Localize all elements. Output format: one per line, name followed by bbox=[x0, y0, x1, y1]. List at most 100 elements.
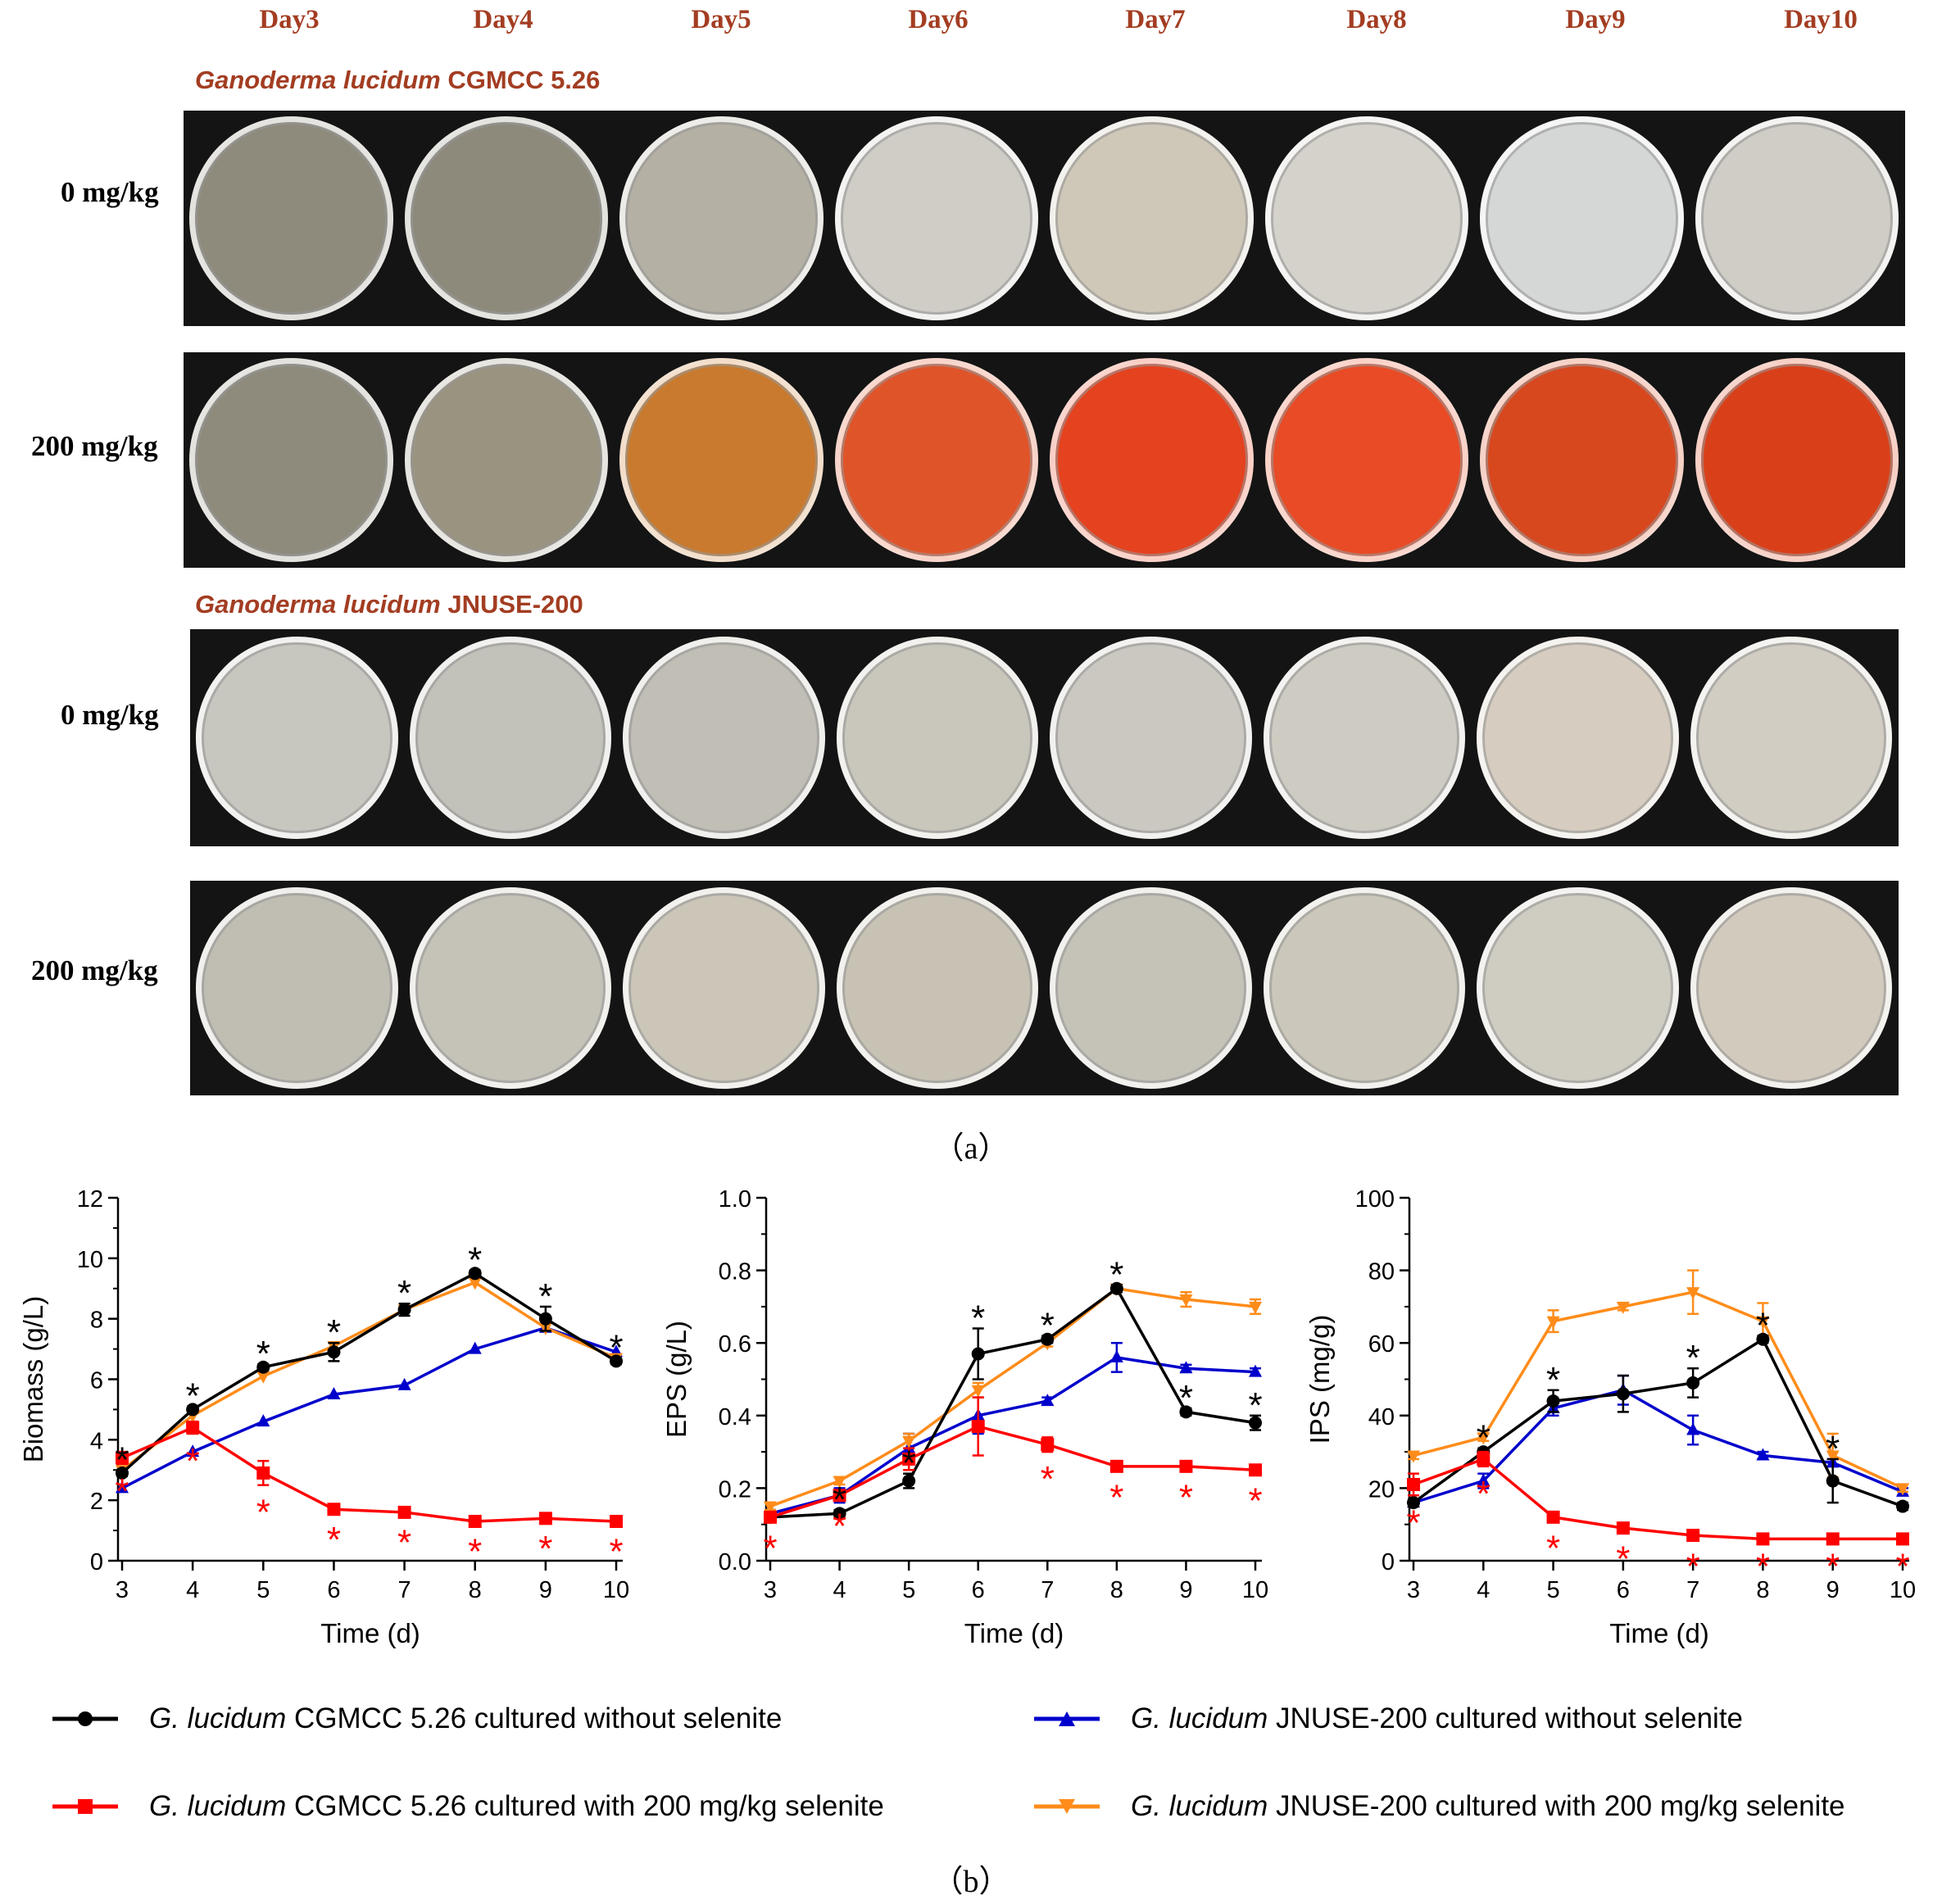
dish-tile-cgmcc_0-day8 bbox=[1259, 111, 1475, 326]
data-point-jnuse_0 bbox=[186, 1444, 200, 1457]
series-line-jnuse_200 bbox=[1413, 1290, 1903, 1489]
data-point-cgmcc_0 bbox=[116, 1466, 129, 1480]
data-point-cgmcc_200 bbox=[1826, 1532, 1840, 1546]
dish-tile-jnuse_200-day6 bbox=[830, 881, 1045, 1095]
petri-dish bbox=[1477, 886, 1679, 1090]
significance-star-red: * bbox=[609, 1532, 623, 1572]
x-tick-label: 5 bbox=[256, 1577, 270, 1603]
petri-dish bbox=[1264, 358, 1468, 562]
y-tick-label: 100 bbox=[1355, 1186, 1395, 1213]
petri-dish bbox=[1480, 358, 1684, 562]
petri-dish bbox=[1263, 637, 1465, 839]
dish-tile-jnuse_0-day6 bbox=[830, 629, 1045, 846]
legend-label-cgmcc_0: G. lucidum CGMCC 5.26 cultured without s… bbox=[149, 1702, 782, 1735]
petri-dish bbox=[1050, 358, 1254, 562]
petri-dish bbox=[196, 886, 398, 1090]
dish-tile-cgmcc_0-day9 bbox=[1474, 111, 1690, 326]
significance-star-red: * bbox=[1406, 1503, 1420, 1543]
data-point-jnuse_200 bbox=[1407, 1450, 1420, 1463]
dish-tile-cgmcc_0-day4 bbox=[398, 111, 615, 326]
legend-marker-cgmcc_0 bbox=[78, 1711, 93, 1726]
significance-star-black: * bbox=[1756, 1305, 1770, 1345]
petri-dish bbox=[619, 358, 824, 562]
data-point-cgmcc_200 bbox=[1477, 1452, 1491, 1466]
data-point-cgmcc_200 bbox=[764, 1510, 777, 1524]
x-tick-label: 9 bbox=[1179, 1577, 1192, 1603]
series-line-cgmcc_200 bbox=[121, 1426, 617, 1523]
significance-star-black: * bbox=[186, 1376, 200, 1417]
x-tick-label: 6 bbox=[1617, 1577, 1630, 1603]
data-point-jnuse_200 bbox=[833, 1476, 846, 1489]
data-point-cgmcc_0 bbox=[1041, 1332, 1055, 1346]
y-tick-label: 2 bbox=[90, 1489, 103, 1515]
data-point-jnuse_0 bbox=[1109, 1349, 1123, 1362]
y-tick-label: 10 bbox=[77, 1247, 103, 1273]
legend-marker-jnuse_200 bbox=[1059, 1799, 1075, 1814]
strain1-label: Ganoderma lucidum CGMCC 5.26 bbox=[195, 66, 600, 95]
significance-star-red: * bbox=[256, 1493, 270, 1533]
x-axis-label: Time (d) bbox=[320, 1618, 420, 1648]
petri-dish bbox=[189, 358, 393, 562]
significance-star-red: * bbox=[468, 1532, 482, 1572]
data-point-jnuse_200 bbox=[1756, 1316, 1770, 1329]
day-header-6: Day6 bbox=[908, 5, 969, 34]
significance-star-black: * bbox=[902, 1444, 916, 1484]
legend-species: G. lucidum bbox=[1131, 1790, 1268, 1822]
x-tick-label: 5 bbox=[1547, 1577, 1560, 1603]
y-tick-label: 0.4 bbox=[719, 1404, 751, 1430]
data-point-cgmcc_200 bbox=[1616, 1521, 1630, 1535]
data-point-jnuse_200 bbox=[1179, 1294, 1193, 1308]
significance-star-black: * bbox=[1477, 1418, 1491, 1458]
significance-star-red: * bbox=[1616, 1539, 1630, 1580]
dish-tile-cgmcc_200-day5 bbox=[614, 352, 830, 568]
y-tick-label: 0.0 bbox=[719, 1549, 751, 1575]
x-tick-label: 5 bbox=[902, 1577, 915, 1603]
petri-dish bbox=[1264, 116, 1468, 320]
dish-tile-cgmcc_0-day10 bbox=[1689, 111, 1905, 326]
series-line-jnuse_0 bbox=[769, 1356, 1256, 1516]
data-point-cgmcc_200 bbox=[1179, 1459, 1193, 1473]
data-point-cgmcc_0 bbox=[327, 1345, 341, 1359]
x-tick-label: 8 bbox=[1110, 1577, 1123, 1603]
panel-a-caption: （a） bbox=[932, 1131, 1010, 1166]
data-point-cgmcc_0 bbox=[1407, 1496, 1420, 1510]
x-tick-label: 10 bbox=[1890, 1577, 1916, 1603]
data-point-cgmcc_0 bbox=[1686, 1376, 1700, 1389]
data-point-jnuse_0 bbox=[1041, 1394, 1055, 1407]
significance-star-black: * bbox=[1041, 1305, 1055, 1345]
x-tick-label: 4 bbox=[1477, 1577, 1490, 1603]
significance-star-red: * bbox=[1477, 1474, 1491, 1514]
data-point-cgmcc_0 bbox=[902, 1474, 916, 1488]
y-tick-label: 80 bbox=[1368, 1259, 1395, 1285]
data-point-cgmcc_0 bbox=[468, 1267, 482, 1281]
data-point-jnuse_200 bbox=[971, 1385, 985, 1398]
petri-dish bbox=[1690, 886, 1892, 1090]
x-tick-label: 10 bbox=[1242, 1577, 1268, 1603]
data-point-jnuse_200 bbox=[1896, 1483, 1909, 1496]
x-tick-label: 10 bbox=[603, 1577, 629, 1603]
data-point-cgmcc_0 bbox=[1249, 1416, 1262, 1430]
data-point-cgmcc_200 bbox=[1109, 1459, 1123, 1473]
legend-marker-jnuse_0 bbox=[1059, 1711, 1075, 1726]
y-axis-label: EPS (g/L) bbox=[661, 1321, 692, 1438]
data-point-jnuse_200 bbox=[902, 1435, 916, 1448]
petri-dish bbox=[623, 886, 825, 1090]
legend-label-jnuse_200: G. lucidum JNUSE-200 cultured with 200 m… bbox=[1131, 1790, 1845, 1823]
petri-dish bbox=[1263, 886, 1465, 1090]
chart-2: 0.0 0.2 0.4 0.6 0.8 1.0 3 4 5 6 7 8 9 10 Time (d) EPS (… bbox=[661, 1186, 1268, 1648]
petri-dish bbox=[1050, 886, 1252, 1090]
significance-star-red: * bbox=[1756, 1546, 1770, 1586]
x-axis-label: Time (d) bbox=[964, 1618, 1064, 1648]
x-tick-label: 4 bbox=[833, 1577, 846, 1603]
data-point-cgmcc_0 bbox=[971, 1347, 985, 1361]
y-axis-label: IPS (mg/g) bbox=[1304, 1315, 1335, 1444]
x-tick-label: 7 bbox=[1041, 1577, 1054, 1603]
dish-tile-jnuse_0-day7 bbox=[1044, 629, 1259, 846]
x-tick-label: 3 bbox=[116, 1577, 129, 1603]
data-point-cgmcc_0 bbox=[538, 1312, 552, 1326]
chart-3: 0 20 40 60 80 100 3 4 5 6 7 8 9 10 Time (d) IPS (mg/g) *… bbox=[1304, 1186, 1916, 1648]
petri-dish bbox=[189, 116, 393, 320]
x-axis-label: Time (d) bbox=[1609, 1618, 1709, 1648]
petri-dish bbox=[196, 637, 398, 839]
petri-dish bbox=[836, 886, 1038, 1090]
